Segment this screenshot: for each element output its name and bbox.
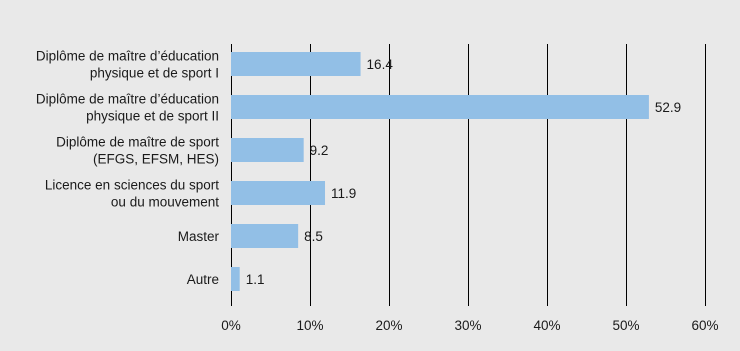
x-tick-label: 20% xyxy=(375,318,402,333)
x-tick-label: 10% xyxy=(296,318,323,333)
x-tick-label: 0% xyxy=(221,318,241,333)
bars xyxy=(231,52,649,291)
bar xyxy=(231,181,326,205)
data-label: 52.9 xyxy=(655,100,681,115)
category-label: Diplôme de maître d’éducation xyxy=(36,92,219,107)
x-tick-label: 30% xyxy=(454,318,481,333)
bar xyxy=(231,224,299,248)
x-axis-tick-labels: 0% 10% 20% 30% 40% 50% 60% xyxy=(221,318,718,333)
bar xyxy=(231,95,649,119)
data-label: 9.2 xyxy=(310,143,329,158)
gridlines xyxy=(231,44,706,306)
category-label: Autre xyxy=(187,272,219,287)
category-label: physique et de sport II xyxy=(86,109,219,124)
category-label: Master xyxy=(178,229,220,244)
data-labels: 16.4 52.9 9.2 11.9 8.5 1.1 xyxy=(246,57,682,287)
x-tick-label: 50% xyxy=(612,318,639,333)
x-tick-label: 60% xyxy=(691,318,718,333)
category-labels: Diplôme de maître d’éducation physique et… xyxy=(36,49,220,288)
data-label: 1.1 xyxy=(246,272,265,287)
category-label: Diplôme de maître d’éducation xyxy=(36,49,219,64)
data-label: 8.5 xyxy=(304,229,323,244)
data-label: 16.4 xyxy=(367,57,394,72)
bar xyxy=(231,267,240,291)
category-label: (EFGS, EFSM, HES) xyxy=(93,152,219,167)
category-label: Licence en sciences du sport xyxy=(45,178,219,193)
category-label: ou du mouvement xyxy=(111,195,219,210)
category-label: physique et de sport I xyxy=(90,66,219,81)
category-label: Diplôme de maître de sport xyxy=(56,135,219,150)
x-tick-label: 40% xyxy=(533,318,560,333)
bar xyxy=(231,52,361,76)
data-label: 11.9 xyxy=(331,186,356,201)
bar xyxy=(231,138,304,162)
